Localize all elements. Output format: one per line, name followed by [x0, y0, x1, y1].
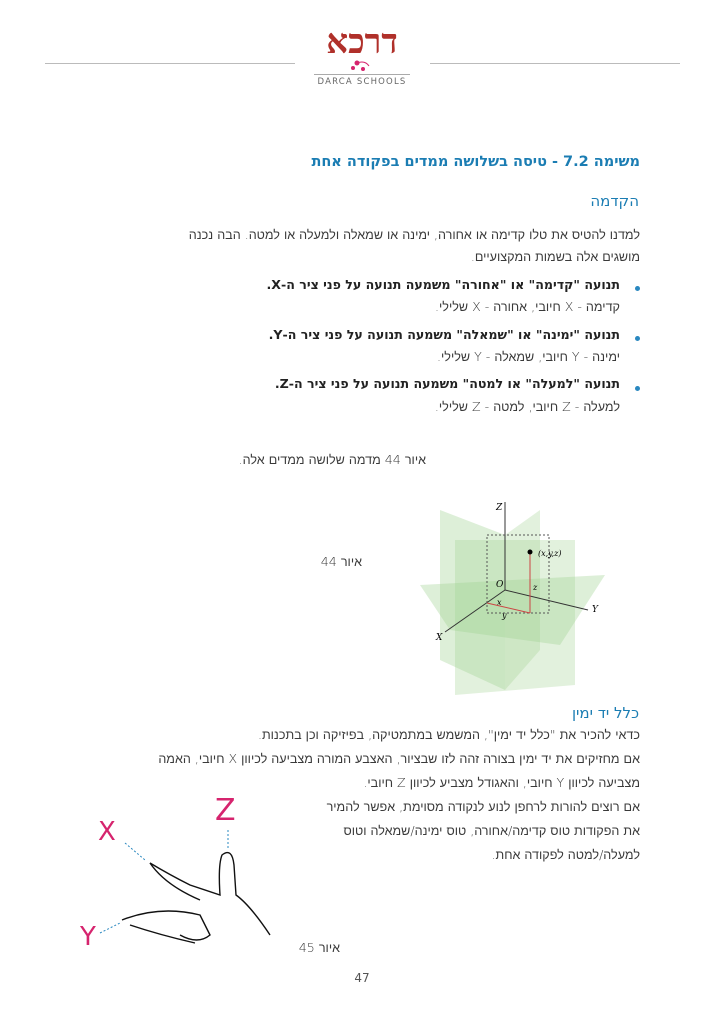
bullet-x-title: תנועה "קדימה" או "אחורה" משמעה תנועה על …: [266, 277, 621, 292]
logo-caption: DARCA SCHOOLS: [317, 77, 407, 87]
plane-xz: [440, 510, 505, 690]
logo: דרכא DARCA SCHOOLS: [300, 22, 424, 97]
figure-44-caption: איור 44: [320, 554, 362, 569]
point-marker: [527, 549, 533, 555]
header-divider-right: [430, 63, 680, 64]
right-hand-line-4: אם רוצים להורות לרחפן לנוע לנקודה מסוימת…: [326, 799, 640, 814]
figure-44-3d-axes: Z Y X O (x,y,z) x y z: [420, 502, 605, 695]
label-sy: y: [501, 611, 507, 620]
intro-line-2: מושגים אלה בשמות המקצועיים.: [470, 249, 640, 264]
index-finger-outline: [149, 862, 201, 901]
y-axis: [504, 589, 589, 611]
label-x: X: [435, 633, 443, 643]
x-segment: [486, 602, 531, 614]
page-title: משימה 7.2 - טיסה בשלושה ממדים בפקודה אחת: [311, 154, 640, 170]
right-hand-line-1: כדאי להכיר את "כלל יד ימין", המשמש במתמט…: [257, 727, 640, 742]
bullet-z-title: תנועה "למעלה" או למטה" משמעה תנועה על פנ…: [274, 376, 620, 391]
label-origin: O: [496, 580, 504, 590]
hand-label-x: X: [98, 817, 116, 847]
header-divider-left: [45, 63, 295, 64]
bullet-y-title: תנועה "ימינה" או "שמאלה" משמעה תנועה על …: [268, 327, 620, 342]
bullet-dot: [635, 286, 640, 291]
section-heading-intro: הקדמה: [590, 192, 639, 210]
hand-outline: [121, 851, 271, 944]
label-sz: z: [532, 583, 538, 592]
label-point: (x,y,z): [538, 549, 562, 558]
bullet-dot: [635, 386, 640, 391]
bullet-z-detail: למעלה - Z חיובי, למטה - Z שלילי.: [434, 399, 620, 414]
plane-xz-back: [505, 510, 540, 690]
hand-label-y: Y: [79, 922, 96, 952]
figure-45-caption: איור 45: [298, 940, 340, 955]
label-sx: x: [497, 598, 502, 607]
bullet-y-detail: ימינה - Y חיובי, שמאלה - Y שלילי.: [437, 349, 620, 364]
coordinate-box: [486, 534, 550, 614]
right-hand-line-3: מצביעה לכיוון Y חיובי, והאגודל מצביע לכי…: [363, 775, 640, 790]
figure-45-right-hand: Z X Y: [79, 793, 271, 952]
page-number: 47: [354, 971, 370, 985]
x-axis: [444, 589, 506, 633]
section-heading-right-hand: כלל יד ימין: [571, 704, 639, 722]
logo-flourish-icon: [351, 60, 370, 71]
label-y: Y: [592, 605, 599, 615]
label-z: Z: [495, 503, 503, 513]
y-arrow: [99, 922, 121, 934]
x-arrow: [124, 842, 146, 861]
bullet-x-detail: קדימה - X חיובי, אחורה - X שלילי.: [435, 299, 620, 314]
right-hand-line-5: את הפקודות טוס קדימה/אחורה, טוס ימינה/שמ…: [343, 823, 640, 838]
hand-label-z: Z: [215, 793, 236, 828]
intro-line-1: למדנו להטיס את טלו קדימה או אחורה, ימינה…: [188, 227, 640, 242]
right-hand-line-2: אם מחזיקים את יד ימין בצורה זהה לזו שבצי…: [158, 751, 640, 766]
figure-44-reference: איור 44 מדמה שלושה ממדים אלה.: [238, 452, 426, 467]
plane-xy: [420, 575, 605, 645]
right-hand-line-6: למעלה/למטה לפקודה אחת.: [491, 847, 641, 862]
plane-yz: [455, 540, 575, 695]
bullet-dot: [635, 336, 640, 341]
logo-hebrew: דרכא: [326, 22, 398, 62]
